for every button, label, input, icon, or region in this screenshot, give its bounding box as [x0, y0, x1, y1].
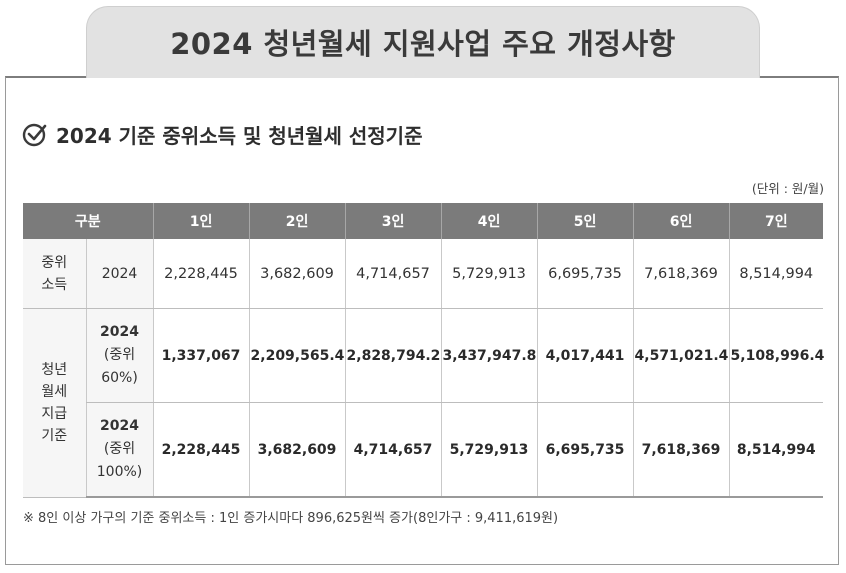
median-income-label-line2: 소득: [41, 276, 68, 293]
youth-rent-label-line3: 지급: [41, 405, 68, 422]
youth-rent-label-line2: 월세: [41, 383, 68, 400]
youth-rent-100-year: 2024: [100, 418, 139, 434]
page-title: 2024 청년월세 지원사업 주요 개정사항: [170, 26, 676, 61]
youth-rent-60-cell: 2,209,565.4: [248, 308, 346, 403]
median-income-year: 2024: [85, 239, 154, 309]
youth-rent-60-cell: 4,017,441: [536, 308, 634, 403]
header-col-2: 2인: [248, 203, 346, 239]
youth-rent-100-cell: 7,618,369: [632, 402, 730, 498]
median-income-row: 중위 소득 2024 2,228,445 3,682,609 4,714,657…: [23, 239, 824, 309]
youth-rent-100-cell: 6,695,735: [536, 402, 634, 498]
header-col-6: 6인: [632, 203, 730, 239]
title-tab: 2024 청년월세 지원사업 주요 개정사항: [86, 6, 760, 78]
youth-rent-60-year: 2024: [100, 324, 139, 340]
median-income-label: 중위 소득: [23, 239, 86, 309]
youth-rent-100-pct-line2: 100%): [96, 464, 143, 480]
youth-rent-60-cell: 4,571,021.4: [632, 308, 730, 403]
youth-rent-100-cell: 4,714,657: [344, 402, 442, 498]
youth-rent-label-line4: 기준: [41, 427, 68, 444]
median-income-cell: 7,618,369: [632, 239, 730, 309]
header-col-5: 5인: [536, 203, 634, 239]
header-col-4: 4인: [440, 203, 538, 239]
youth-rent-100-cell: 8,514,994: [728, 402, 824, 498]
youth-rent-100-label: 2024 (중위 100%): [85, 402, 154, 498]
youth-rent-60-cell: 1,337,067: [152, 308, 250, 403]
header-col-7: 7인: [728, 203, 824, 239]
median-income-cell: 8,514,994: [728, 239, 824, 309]
section-header: 2024 기준 중위소득 및 청년월세 선정기준: [22, 118, 422, 150]
unit-label: (단위 : 원/월): [751, 181, 824, 196]
header-col-1: 1인: [152, 203, 250, 239]
header-category: 구분: [23, 203, 154, 239]
median-income-cell: 3,682,609: [248, 239, 346, 309]
youth-rent-60-cell: 2,828,794.2: [344, 308, 442, 403]
footnote: ※ 8인 이상 가구의 기준 중위소득 : 1인 증가시마다 896,625원씩…: [23, 511, 559, 526]
youth-rent-60-cell: 5,108,996.4: [728, 308, 824, 403]
median-income-cell: 5,729,913: [440, 239, 538, 309]
check-circle-icon: [22, 123, 47, 147]
section-title: 2024 기준 중위소득 및 청년월세 선정기준: [56, 123, 423, 148]
table-header-row: 구분 1인 2인 3인 4인 5인 6인 7인: [23, 203, 824, 239]
median-income-label-line1: 중위: [41, 254, 68, 271]
youth-rent-60-label: 2024 (중위 60%): [85, 308, 154, 403]
median-income-cell: 6,695,735: [536, 239, 634, 309]
youth-rent-100-pct-line1: (중위: [103, 441, 136, 457]
median-income-cell: 4,714,657: [344, 239, 442, 309]
youth-rent-60-cell: 3,437,947.8: [440, 308, 538, 403]
youth-rent-60-pct-line1: (중위: [103, 347, 136, 363]
youth-rent-100-row: 2024 (중위 100%) 2,228,445 3,682,609 4,714…: [23, 402, 824, 498]
median-income-cell: 2,228,445: [152, 239, 250, 309]
youth-rent-100-cell: 2,228,445: [152, 402, 250, 498]
youth-rent-100-cell: 5,729,913: [440, 402, 538, 498]
youth-rent-60-pct-line2: 60%): [101, 370, 138, 386]
criteria-table: 구분 1인 2인 3인 4인 5인 6인 7인 중위 소득 2024 2,228…: [23, 203, 824, 498]
youth-rent-100-cell: 3,682,609: [248, 402, 346, 498]
youth-rent-label-line1: 청년: [41, 361, 68, 378]
header-col-3: 3인: [344, 203, 442, 239]
youth-rent-60-row: 청년 월세 지급 기준 2024 (중위 60%) 1,337,067 2,20…: [23, 308, 824, 498]
youth-rent-label: 청년 월세 지급 기준: [23, 308, 86, 498]
